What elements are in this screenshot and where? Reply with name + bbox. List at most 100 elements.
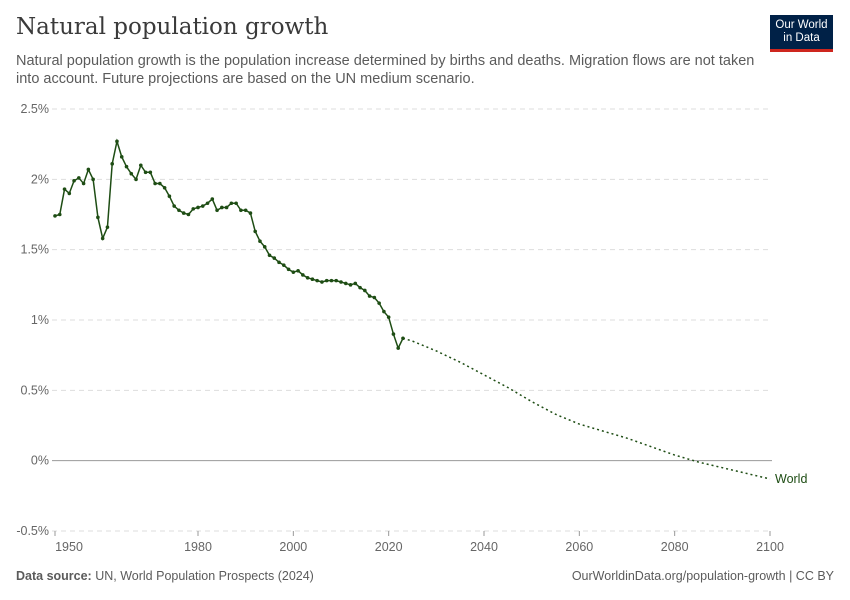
projection-line — [402, 337, 771, 480]
data-point — [229, 201, 234, 206]
data-point — [172, 204, 176, 208]
x-tick-label: 2060 — [565, 540, 593, 554]
data-point — [196, 205, 200, 210]
data-point — [124, 164, 129, 169]
data-point — [181, 211, 186, 215]
y-tick-label: 1% — [31, 313, 49, 327]
data-point — [296, 268, 300, 273]
data-point — [367, 294, 372, 298]
data-point — [315, 278, 319, 283]
data-point — [239, 208, 243, 213]
data-point — [177, 208, 181, 213]
data-point — [372, 295, 377, 300]
x-tick-label: 1950 — [55, 540, 83, 554]
x-tick-label: 2100 — [756, 540, 784, 554]
data-point — [358, 285, 362, 290]
data-point — [253, 229, 257, 234]
data-point — [391, 332, 396, 336]
data-point — [329, 278, 334, 283]
y-tick-label: -0.5% — [16, 524, 49, 538]
data-point — [53, 214, 57, 218]
x-tick-label: 1980 — [184, 540, 212, 554]
y-tick-label: 0.5% — [21, 383, 50, 397]
data-point — [57, 212, 62, 217]
data-point — [334, 278, 339, 283]
y-tick-label: 1.5% — [21, 243, 50, 257]
series-label: World — [775, 472, 807, 486]
data-point — [129, 171, 134, 176]
data-point — [386, 315, 391, 319]
data-point — [148, 170, 153, 175]
data-point — [382, 309, 386, 314]
data-source: Data source: UN, World Population Prospe… — [16, 569, 314, 583]
data-point — [363, 288, 367, 293]
data-point — [267, 253, 272, 258]
data-point — [72, 178, 76, 183]
data-point — [162, 185, 167, 190]
source-label: Data source: — [16, 569, 92, 583]
data-point — [167, 194, 172, 199]
data-point — [200, 204, 205, 208]
source-text[interactable]: UN, World Population Prospects (2024) — [95, 569, 314, 583]
data-point — [77, 176, 81, 180]
data-point — [153, 181, 157, 186]
data-point — [67, 191, 72, 196]
data-point — [396, 346, 401, 350]
data-point — [234, 201, 238, 206]
x-tick-label: 2040 — [470, 540, 498, 554]
data-point — [115, 139, 119, 144]
y-tick-label: 0% — [31, 454, 49, 468]
data-point — [91, 177, 95, 182]
data-point — [215, 208, 219, 213]
data-point — [301, 273, 305, 277]
data-point — [62, 187, 67, 191]
chart-title: Natural population growth — [16, 14, 329, 40]
data-point — [186, 212, 191, 217]
data-point — [401, 336, 405, 341]
data-point — [205, 201, 210, 206]
data-point — [96, 215, 100, 220]
data-point — [291, 270, 296, 274]
data-point — [119, 155, 124, 159]
data-point — [224, 205, 229, 210]
data-point — [282, 263, 286, 267]
data-point — [110, 162, 114, 166]
data-point — [262, 245, 267, 249]
footer-url[interactable]: OurWorldinData.org/population-growth | C… — [571, 569, 834, 583]
data-point — [343, 281, 348, 286]
data-point — [305, 276, 310, 280]
data-point — [277, 260, 281, 265]
data-point — [286, 267, 291, 272]
data-point — [348, 283, 353, 287]
data-point — [248, 211, 253, 215]
data-point — [86, 167, 91, 172]
chart-subtitle: Natural population growth is the populat… — [16, 53, 755, 87]
data-point — [134, 177, 138, 182]
data-point — [272, 256, 277, 260]
data-point — [243, 208, 248, 213]
data-point — [320, 280, 324, 284]
x-tick-label: 2080 — [661, 540, 689, 554]
y-tick-label: 2.5% — [21, 102, 50, 116]
data-point — [310, 277, 315, 282]
data-point — [100, 236, 105, 241]
data-point — [143, 170, 148, 175]
owid-logo[interactable]: Our World in Data — [770, 15, 833, 52]
data-point — [324, 278, 329, 283]
data-point — [105, 225, 110, 229]
data-point — [210, 197, 215, 201]
y-tick-label: 2% — [31, 172, 49, 186]
data-point — [81, 181, 86, 186]
data-point — [353, 281, 358, 286]
x-tick-label: 2020 — [375, 540, 403, 554]
data-point — [339, 280, 343, 284]
data-point — [191, 207, 196, 211]
historical-line — [54, 138, 404, 351]
data-point — [220, 205, 224, 210]
data-point — [377, 301, 381, 305]
data-point — [258, 239, 262, 244]
x-tick-label: 2000 — [279, 540, 307, 554]
data-point — [139, 163, 143, 168]
data-point — [158, 181, 162, 186]
